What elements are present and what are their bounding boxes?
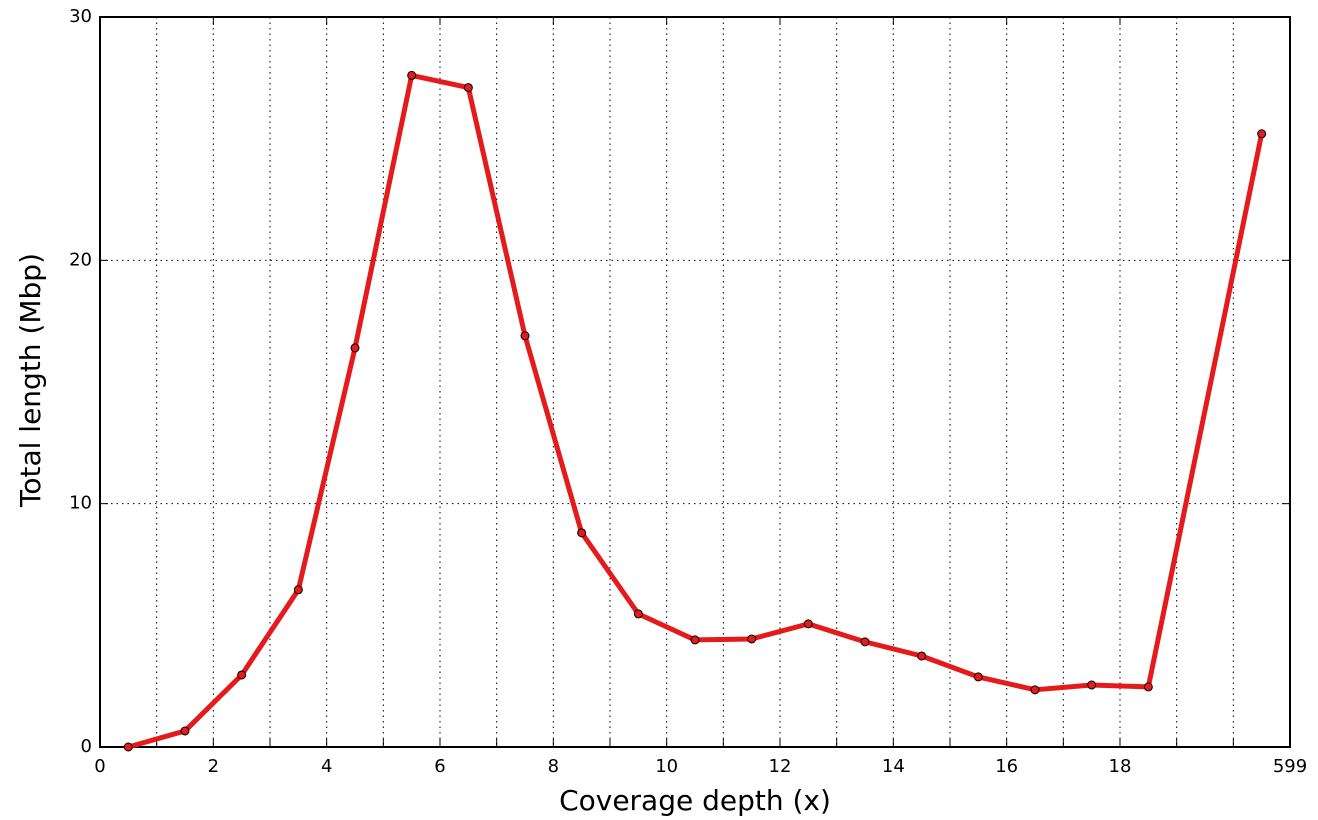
plot-frame	[99, 16, 1291, 748]
marker	[973, 672, 983, 682]
y-tick-label: 20	[69, 249, 92, 270]
y-tick-label: 10	[69, 493, 92, 514]
marker	[1257, 129, 1267, 139]
x-tick-label: 16	[995, 756, 1018, 777]
x-axis-label: Coverage depth (x)	[559, 784, 831, 817]
y-tick-label: 0	[81, 736, 92, 757]
marker	[407, 70, 417, 80]
marker	[1143, 682, 1153, 692]
x-tick-label: 2	[208, 756, 219, 777]
marker	[123, 742, 133, 752]
marker	[463, 83, 473, 93]
y-tick-label: 30	[69, 6, 92, 27]
x-tick-label: 12	[769, 756, 792, 777]
marker	[917, 651, 927, 661]
x-tick-label: 10	[655, 756, 678, 777]
x-tick-label: 0	[94, 756, 105, 777]
marker	[1087, 680, 1097, 690]
x-tick-label: 8	[548, 756, 559, 777]
x-tick-label: 6	[434, 756, 445, 777]
marker	[180, 726, 190, 736]
marker	[1030, 685, 1040, 695]
x-tick-label: 18	[1109, 756, 1132, 777]
marker	[803, 619, 813, 629]
marker	[747, 634, 757, 644]
marker	[577, 528, 587, 538]
marker	[293, 585, 303, 595]
x-tick-label: 14	[882, 756, 905, 777]
marker	[633, 609, 643, 619]
line	[127, 72, 1265, 750]
marker	[350, 343, 360, 353]
y-axis-label: Total length (Mbp)	[14, 253, 47, 508]
x-tick-label: 4	[321, 756, 332, 777]
x-tick-label: 599	[1273, 756, 1307, 777]
marker	[860, 637, 870, 647]
marker	[690, 635, 700, 645]
marker	[520, 331, 530, 341]
marker	[237, 670, 247, 680]
